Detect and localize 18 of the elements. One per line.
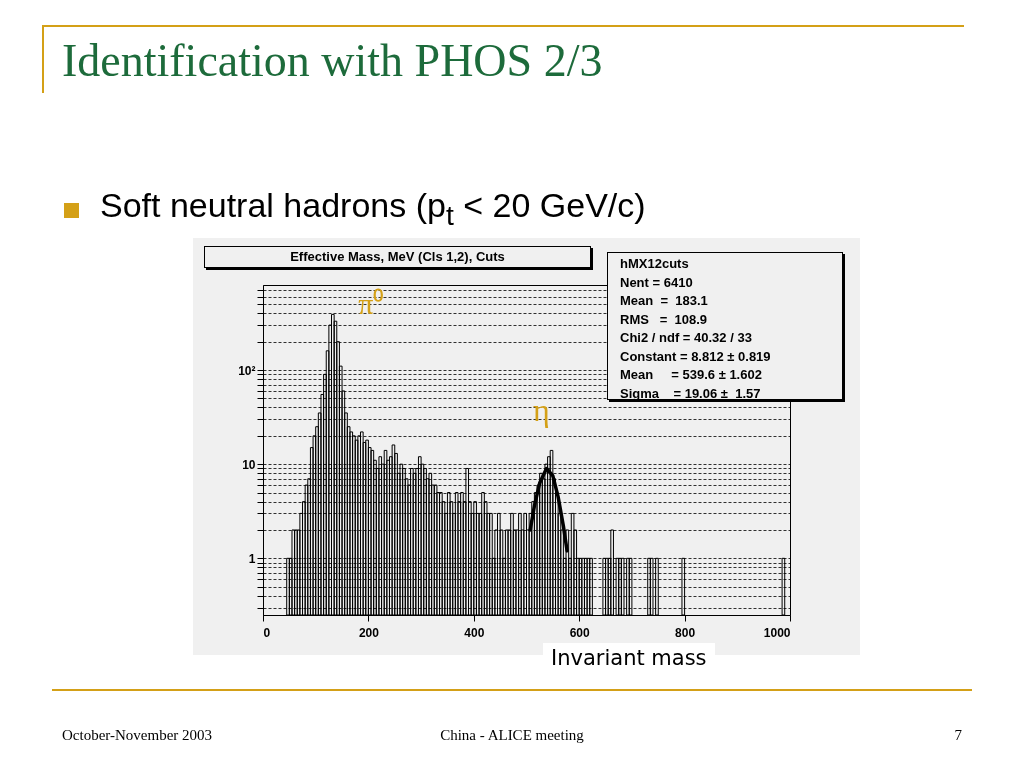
text: 7 [954, 727, 962, 744]
annotation: η [533, 392, 550, 429]
chart-subtitle: Soft neutral hadrons (p$_{t}$ < 20 GeV/c) [100, 186, 646, 232]
annotation: π⁰ [358, 287, 385, 321]
y-tick-label: 1 [248, 551, 256, 566]
y-tick-label: 10 [242, 457, 256, 472]
y-tick-label: 10² [238, 363, 256, 378]
x-tick-label: 800 [675, 625, 696, 640]
title-box: Effective Mass, MeV (Cls 1,2), Cuts [204, 246, 591, 268]
text: October-November 2003 [62, 727, 213, 744]
x-tick-label: 1000 [763, 625, 791, 640]
x-axis-title: Invariant mass [543, 643, 715, 673]
x-tick-label: 600 [569, 625, 591, 640]
text: China - ALICE meeting [440, 727, 584, 744]
chart-title: Identification with PHOS 2/3 [62, 34, 603, 87]
x-tick-label: 200 [358, 625, 380, 640]
x-tick-label: 0 [263, 625, 271, 640]
x-tick-label: 400 [464, 625, 485, 640]
